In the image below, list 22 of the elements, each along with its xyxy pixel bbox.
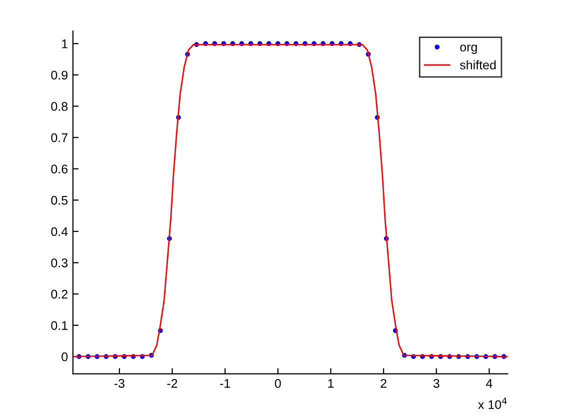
y-tick-label: 0.4	[51, 227, 68, 236]
x-tick-label: 1	[328, 379, 334, 388]
x-tick-label: -3	[114, 378, 124, 388]
y-tick-label: 0.9	[51, 70, 68, 80]
x-tick-label: 3	[433, 378, 440, 388]
x-tick-label: -2	[167, 378, 178, 388]
x-tick-label: 0	[274, 378, 281, 388]
y-tick-label: 0.6	[51, 164, 68, 174]
y-tick-label: 0.7	[51, 133, 68, 142]
y-tick-label: 0.3	[51, 258, 68, 268]
x-tick-label: 4	[486, 379, 492, 388]
legend-label: org	[460, 44, 477, 54]
y-tick-label: 0.2	[51, 290, 68, 299]
y-tick-label: 0	[62, 352, 68, 362]
x-tick-label: -1	[220, 379, 230, 388]
y-tick-label: 0.1	[51, 321, 68, 330]
y-tick-label: 1	[62, 40, 68, 48]
y-tick-label: 0.5	[51, 196, 68, 205]
y-tick-label: 0.8	[51, 102, 68, 111]
text: x 10$^{4}$	[478, 398, 507, 410]
legend-label: shifted	[460, 60, 496, 70]
x-tick-label: 2	[380, 378, 386, 388]
